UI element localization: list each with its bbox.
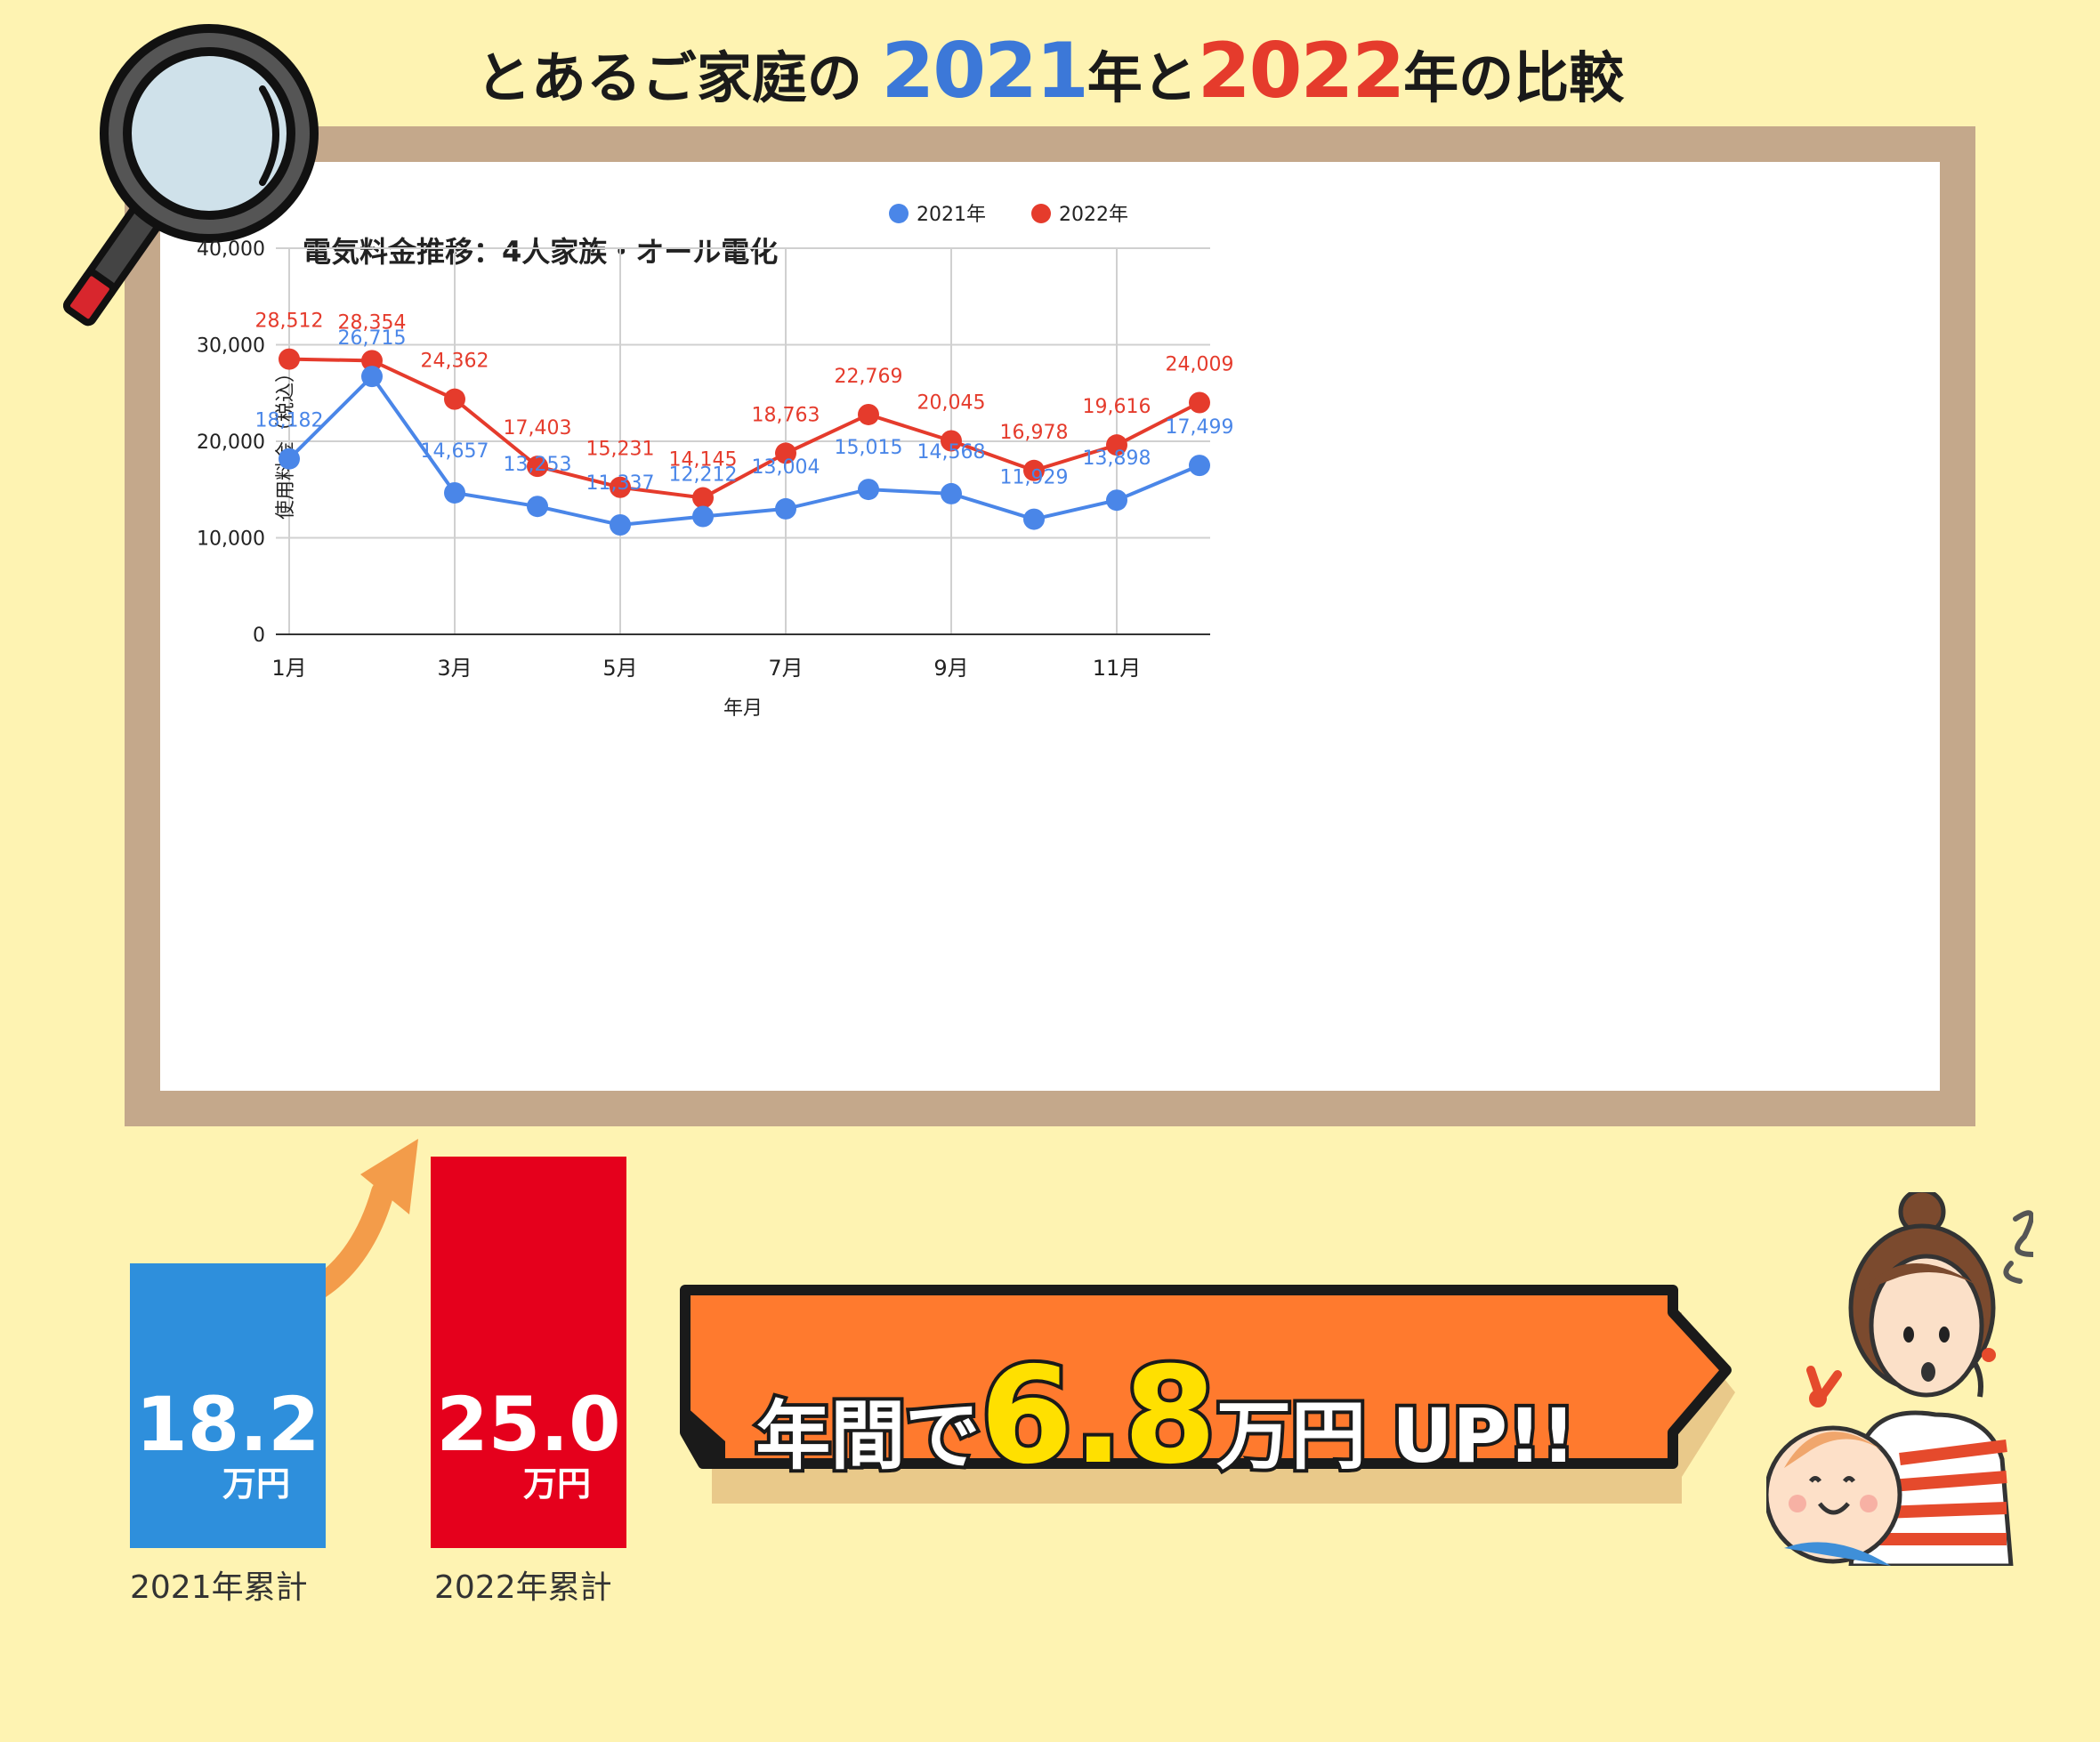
chart-title: 電気料金推移：4人家族・オール電化 — [303, 235, 779, 269]
x-tick-label: 9月 — [933, 656, 968, 681]
data-label: 14,568 — [917, 441, 986, 464]
headline-mid: 年と — [1086, 45, 1198, 110]
headline-suffix: 年の比較 — [1403, 45, 1625, 110]
page-headline: とあるご家庭の 2021年と2022年の比較 — [0, 33, 2100, 114]
headline-prefix: とあるご家庭の — [475, 45, 862, 110]
chart-panel — [160, 162, 1940, 1091]
data-point — [1023, 508, 1045, 530]
data-point — [1023, 459, 1045, 481]
data-label: 24,362 — [421, 351, 489, 373]
x-tick-label: 3月 — [437, 656, 472, 681]
x-tick-label: 1月 — [271, 656, 306, 681]
data-point — [1106, 489, 1127, 512]
data-label: 15,231 — [586, 439, 655, 461]
data-point — [858, 479, 879, 501]
data-label: 13,898 — [1083, 448, 1151, 470]
data-label: 24,009 — [1166, 354, 1234, 376]
data-label: 13,004 — [752, 456, 820, 479]
data-point — [361, 350, 383, 372]
data-point — [1189, 455, 1210, 477]
data-label: 28,512 — [255, 310, 324, 333]
data-point — [527, 456, 548, 478]
data-label: 28,354 — [338, 311, 407, 334]
data-point — [941, 430, 962, 452]
data-point — [1106, 434, 1127, 456]
data-label: 12,212 — [669, 464, 738, 486]
magnifier-icon — [63, 24, 319, 327]
bar-2021-label: 2021年累計 — [130, 1569, 308, 1606]
headline-year-2022: 2022 — [1197, 27, 1405, 116]
data-point — [279, 348, 300, 370]
data-point — [610, 476, 631, 498]
data-point — [692, 487, 714, 509]
data-label: 14,657 — [421, 440, 489, 463]
data-label: 19,616 — [1083, 396, 1151, 418]
banner-suffix: 万円 UP!! — [1213, 1389, 1579, 1483]
y-tick-label: 10,000 — [197, 528, 265, 551]
y-tick-label: 30,000 — [197, 335, 265, 358]
data-label: 22,769 — [835, 366, 903, 388]
legend-label: 2021年 — [917, 204, 986, 226]
y-tick-label: 0 — [253, 625, 265, 647]
data-point — [775, 497, 796, 520]
data-point — [444, 388, 465, 410]
y-tick-label: 20,000 — [197, 431, 265, 454]
data-point — [858, 403, 879, 425]
data-point — [775, 442, 796, 464]
data-label: 16,978 — [1000, 422, 1069, 444]
legend-label: 2022年 — [1059, 204, 1128, 226]
x-tick-label: 5月 — [602, 656, 637, 681]
banner-text: 年間で6.8万円 UP!! — [703, 1335, 1628, 1497]
headline-year-2021: 2021 — [881, 27, 1088, 116]
data-point — [444, 481, 465, 504]
total-bar-2021: 18.2 万円 — [130, 1262, 326, 1548]
data-label: 20,045 — [917, 392, 986, 415]
x-tick-label: 11月 — [1093, 656, 1142, 681]
data-label: 17,499 — [1166, 416, 1234, 439]
data-point — [941, 482, 962, 504]
y-axis-title: 使用料金（税込） — [275, 363, 297, 520]
banner-prefix: 年間で — [752, 1389, 983, 1483]
data-point — [1189, 391, 1210, 414]
data-label: 17,403 — [504, 417, 572, 440]
line-chart: 2021年 2022年 0 10,000 20,000 30,000 40,000 1月 3月… — [197, 204, 1234, 720]
data-point — [279, 448, 300, 470]
increase-banner — [680, 1285, 1735, 1504]
legend-marker — [1031, 204, 1051, 223]
mother-baby-illustration — [1766, 1192, 2033, 1566]
data-point — [361, 366, 383, 388]
data-label: 18,182 — [255, 410, 324, 432]
legend-marker — [889, 204, 909, 223]
data-label: 11,929 — [1000, 467, 1069, 489]
series-line — [288, 357, 1200, 500]
data-label: 13,253 — [504, 454, 572, 476]
data-label: 14,145 — [669, 449, 738, 472]
data-point — [692, 505, 714, 528]
data-label: 26,715 — [338, 327, 407, 350]
x-axis-title: 年月 — [723, 698, 763, 720]
y-tick-label: 40,000 — [197, 238, 265, 261]
data-point — [527, 496, 548, 518]
data-label: 18,763 — [752, 404, 820, 426]
data-label: 11,337 — [586, 472, 655, 495]
bar-2021-value: 18.2 万円 — [135, 1380, 320, 1504]
series-line — [287, 374, 1200, 528]
data-point — [610, 513, 631, 536]
data-label: 15,015 — [835, 437, 903, 459]
total-bar-2022: 25.0 万円 — [431, 1157, 626, 1548]
x-tick-label: 7月 — [768, 656, 803, 681]
bar-2022-value: 25.0 万円 — [436, 1381, 621, 1504]
bar-2022-label: 2022年累計 — [434, 1569, 612, 1606]
banner-amount: 6.8 — [976, 1335, 1220, 1497]
